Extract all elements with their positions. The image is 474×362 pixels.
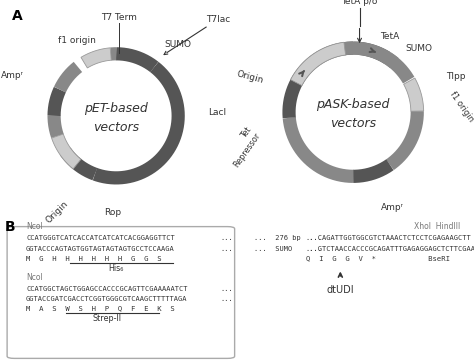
Text: pET-based: pET-based <box>84 102 148 115</box>
Text: SUMO: SUMO <box>164 40 191 49</box>
Text: ...: ... <box>220 245 233 252</box>
Polygon shape <box>291 42 346 85</box>
Text: CCATGGCTAGCTGGAGCCACCCGCAGTTCGAAAAATCT: CCATGGCTAGCTGGAGCCACCCGCAGTTCGAAAAATCT <box>26 286 188 292</box>
Text: GGTACCCAGTAGTGGTAGTAGTAGTGCCTCCAAGA: GGTACCCAGTAGTGGTAGTAGTAGTGCCTCCAAGA <box>26 245 175 252</box>
Text: ...CAGATTGGTGGCGTCTAAACTCTCCTCGAGAAGCTT: ...CAGATTGGTGGCGTCTAAACTCTCCTCGAGAAGCTT <box>306 235 472 241</box>
Text: ...GTCTAACCACCCGCAGATTTGAGAGGAGCTCTTCGAA: ...GTCTAACCACCCGCAGATTTGAGAGGAGCTCTTCGAA <box>306 245 474 252</box>
Text: Ampʳ: Ampʳ <box>382 203 404 212</box>
Polygon shape <box>403 78 424 111</box>
Text: NcoI: NcoI <box>26 273 43 282</box>
Text: T7lac: T7lac <box>206 15 230 24</box>
Polygon shape <box>81 48 111 68</box>
Text: Origin: Origin <box>236 69 264 85</box>
Text: dtUDI: dtUDI <box>327 285 354 295</box>
Text: TetA p/o: TetA p/o <box>341 0 378 7</box>
Text: Tet
Repressor: Tet Repressor <box>223 126 262 169</box>
Polygon shape <box>52 134 81 169</box>
Text: BseRI: BseRI <box>415 256 450 262</box>
Text: ...: ... <box>220 235 233 241</box>
Text: A: A <box>12 9 23 23</box>
Text: pASK-based: pASK-based <box>317 98 390 111</box>
Text: Rop: Rop <box>104 208 122 217</box>
Text: GGTACCGATCGACCTCGGTGGGCGTCAAGCTTTTTAGA: GGTACCGATCGACCTCGGTGGGCGTCAAGCTTTTTAGA <box>26 296 188 302</box>
Text: LacI: LacI <box>208 108 226 117</box>
Text: SUMO: SUMO <box>406 43 433 52</box>
Text: vectors: vectors <box>330 117 376 130</box>
Text: T7 Term: T7 Term <box>101 13 137 21</box>
Text: Q  I  G  G  V  *: Q I G G V * <box>306 256 376 262</box>
Text: M  A  S  W  S  H  P  Q  F  E  K  S: M A S W S H P Q F E K S <box>26 306 175 312</box>
Text: Ampʳ: Ampʳ <box>1 71 24 80</box>
Text: NcoI: NcoI <box>26 222 43 231</box>
Text: TetA: TetA <box>380 32 399 41</box>
Text: XhoI  HindIII: XhoI HindIII <box>413 222 460 231</box>
Text: vectors: vectors <box>93 121 139 134</box>
Text: Origin: Origin <box>44 199 70 226</box>
Text: M  G  H  H  H  H  H  H  G  G  S: M G H H H H H H G G S <box>26 256 162 262</box>
Text: Strep-II: Strep-II <box>92 315 121 324</box>
Text: ...: ... <box>220 296 233 302</box>
Text: Tlpp: Tlpp <box>446 72 465 81</box>
Text: ...  SUMO    ...: ... SUMO ... <box>254 245 321 252</box>
Text: CCATGGGTCATCACCATCATCATCACGGAGGTTCT: CCATGGGTCATCACCATCATCATCACGGAGGTTCT <box>26 235 175 241</box>
Text: f1 origin: f1 origin <box>58 35 96 45</box>
Text: His₆: His₆ <box>109 264 124 273</box>
Text: f1 origin: f1 origin <box>448 90 474 124</box>
Text: ...  276 bp  ...: ... 276 bp ... <box>254 235 321 241</box>
Text: ...: ... <box>220 286 233 292</box>
Text: B: B <box>5 220 15 234</box>
